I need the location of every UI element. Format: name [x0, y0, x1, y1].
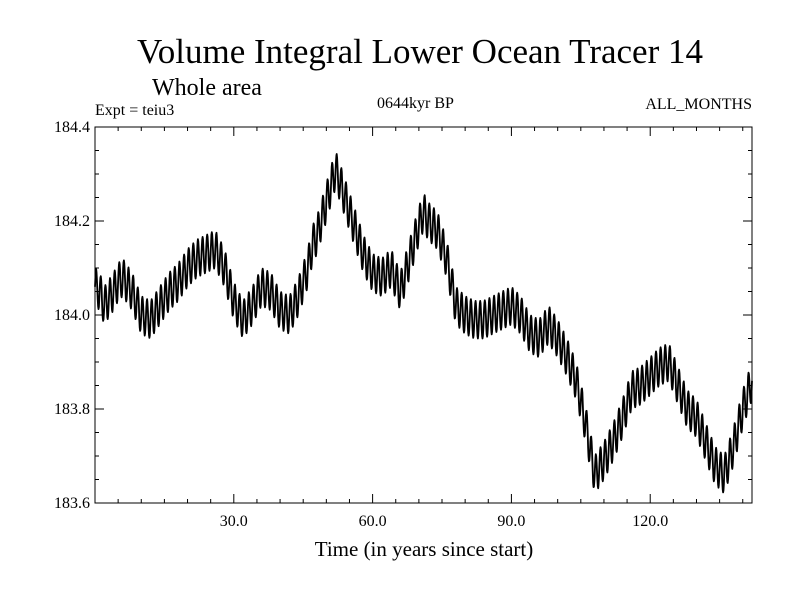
x-tick-label: 90.0 [497, 513, 525, 530]
y-tick-label: 183.8 [54, 401, 90, 418]
plot-frame [94, 126, 753, 504]
x-tick-label: 120.0 [632, 513, 668, 530]
y-tick-label: 184.0 [54, 307, 90, 324]
x-tick-labels: 30.0 60.0 90.0 120.0 [220, 513, 668, 530]
series-line [94, 153, 753, 494]
y-tick-label: 183.6 [54, 495, 90, 512]
epoch-label: 0644kyr BP [377, 95, 454, 112]
chart-subtitle: Whole area [152, 75, 262, 101]
y-tick-label: 184.4 [54, 119, 90, 136]
months-label: ALL_MONTHS [645, 96, 752, 113]
x-tick-label: 60.0 [359, 513, 387, 530]
experiment-label: Expt = teiu3 [95, 102, 175, 119]
y-tick-label: 184.2 [54, 213, 90, 230]
x-tick-label: 30.0 [220, 513, 248, 530]
axis-ticks [95, 127, 752, 503]
chart-title: Volume Integral Lower Ocean Tracer 14 [137, 32, 703, 71]
y-tick-labels: 183.6 183.8 184.0 184.2 184.4 [54, 119, 90, 512]
x-axis-title: Time (in years since start) [314, 537, 534, 561]
